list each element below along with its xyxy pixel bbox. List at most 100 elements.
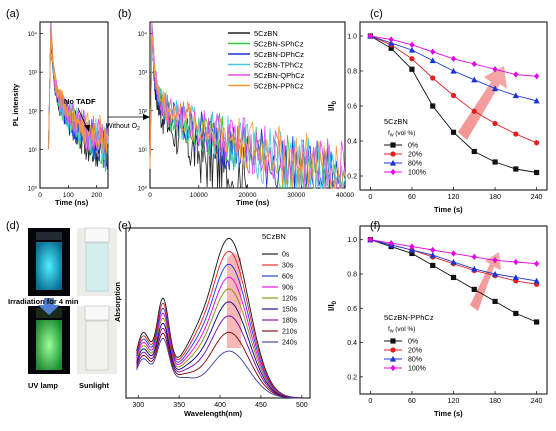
panel-c-legend-title: 5CzBN bbox=[384, 117, 408, 126]
panel-c-frame bbox=[359, 21, 548, 191]
panel-c-marker bbox=[492, 120, 498, 127]
panel-f-legend-label: 100% bbox=[408, 366, 426, 373]
panel-c-xlabel: Time (s) bbox=[434, 205, 463, 214]
panel-c-marker bbox=[388, 39, 395, 46]
panel-a-xtick-label: 200 bbox=[91, 192, 102, 199]
irradiation-arrow-head bbox=[38, 305, 60, 315]
panel-c-legend-marker bbox=[390, 168, 396, 176]
panel-c-trend-arrow bbox=[458, 66, 507, 140]
panel-c-marker bbox=[513, 71, 519, 78]
panel-e-chart: 300 350 400 450 500 5CzBN 0s 30s 60s 90s 120s 150s… bbox=[113, 227, 311, 418]
panel-b-series-line bbox=[149, 35, 346, 189]
panel-c-marker bbox=[430, 75, 436, 81]
panel-label-e: (e) bbox=[118, 220, 131, 232]
irradiation-arrow-shaft bbox=[44, 298, 54, 306]
panel-a-ytick-label: 10¹ bbox=[28, 148, 37, 154]
panel-c-marker bbox=[450, 55, 457, 62]
panel-c-marker bbox=[388, 36, 394, 43]
panel-e-legend-label: 60s bbox=[282, 274, 294, 281]
panel-c-marker bbox=[534, 73, 540, 80]
panel-c-legend-label: 80% bbox=[408, 161, 422, 168]
panel-f-marker bbox=[408, 246, 416, 253]
panel-c-legend-label: 0% bbox=[408, 143, 418, 150]
panel-b-xtick-label: 30000 bbox=[287, 192, 305, 199]
panel-f-marker bbox=[450, 274, 457, 281]
panel-f-chart: 0.2 0.4 0.6 0.8 1.0 0 60 120 180 240 5CzBN-PPhCz… bbox=[327, 225, 548, 418]
panel-f-marker bbox=[450, 250, 457, 257]
panel-f-legend-marker bbox=[390, 364, 396, 372]
panel-e-xtick-label: 400 bbox=[214, 402, 226, 409]
panel-f-marker bbox=[471, 286, 477, 293]
panel-c-ytick-label: 0.8 bbox=[347, 69, 357, 76]
panel-e-xtick-label: 450 bbox=[255, 402, 267, 409]
panel-e-legend-label: 180s bbox=[282, 318, 298, 325]
panel-f-marker bbox=[429, 252, 436, 258]
panel-f-marker bbox=[512, 274, 519, 281]
panel-e-spectrum-line bbox=[136, 237, 301, 399]
panel-e-spectrum-line bbox=[136, 301, 301, 399]
panel-e-xlabel: Wavelength(nm) bbox=[184, 409, 243, 418]
panel-f-xtick-label: 180 bbox=[489, 398, 501, 405]
panel-f-marker bbox=[430, 262, 436, 269]
panel-b-legend-label: 5CzBN-TPhCz bbox=[254, 61, 303, 70]
panel-f-marker bbox=[450, 258, 457, 265]
panel-c-marker bbox=[491, 85, 499, 92]
panel-f-ytick-label: 0.6 bbox=[347, 306, 357, 313]
panel-e-spectrum-line bbox=[136, 337, 301, 399]
panel-c-xtick-label: 60 bbox=[408, 194, 416, 201]
sunlight-vial-cap bbox=[84, 227, 110, 243]
panel-f-ytick-label: 0.4 bbox=[347, 340, 357, 347]
panel-e-spectrum-line bbox=[136, 276, 302, 399]
panel-c-marker bbox=[409, 66, 415, 72]
panel-a-annotation: No TADF bbox=[64, 97, 96, 106]
sunlight-vial-solution-before bbox=[85, 242, 109, 292]
panel-label-a: (a) bbox=[6, 8, 19, 20]
panel-e-legend-label: 240s bbox=[282, 340, 298, 347]
panel-f-marker bbox=[430, 246, 436, 254]
panel-f-marker bbox=[471, 265, 478, 272]
panel-f-marker bbox=[367, 236, 373, 243]
panel-c-marker bbox=[533, 97, 540, 104]
panel-c-legend-marker bbox=[389, 159, 397, 166]
panel-c-marker bbox=[409, 56, 415, 62]
panel-e-xtick-label: 500 bbox=[296, 402, 308, 409]
panel-c-marker bbox=[513, 131, 519, 137]
panel-a-chart: 10⁰ 10¹ 10² 10³ 10⁴ 0 100 200 Time (ns) PL int… bbox=[11, 21, 109, 207]
panel-c-marker bbox=[450, 92, 457, 99]
panel-b-legend-label: 5CzBN-SPhCz bbox=[254, 40, 304, 49]
panel-e-spectrum-line bbox=[136, 250, 301, 399]
panel-f-ytick-label: 0.2 bbox=[347, 374, 357, 381]
panel-c-legend-marker bbox=[390, 151, 396, 157]
sunlight-label: Sunlight bbox=[79, 381, 109, 390]
panel-c-marker bbox=[430, 48, 436, 55]
panel-e-highlight-bar bbox=[227, 258, 241, 348]
panel-label-b: (b) bbox=[118, 8, 131, 20]
uv-vial-cap bbox=[36, 232, 62, 240]
panel-b-xtick-label: 10000 bbox=[190, 192, 208, 199]
panel-c-marker bbox=[430, 103, 436, 109]
panel-c-marker bbox=[512, 92, 519, 99]
irradiation-label: Irradiation for 4 min bbox=[8, 297, 79, 306]
panel-f-xlabel: Time (s) bbox=[434, 409, 463, 418]
panel-e-ylabel: Absorption bbox=[113, 282, 122, 322]
panel-a-xtick-label: 100 bbox=[63, 192, 74, 199]
panel-e-frame bbox=[125, 227, 311, 399]
panel-f-xtick-label: 0 bbox=[368, 398, 372, 405]
panel-b-legend-label: 5CzBN-DPhCz bbox=[254, 50, 304, 59]
panel-f-marker bbox=[388, 240, 394, 247]
annotation-arrow-line bbox=[77, 107, 88, 129]
panel-c-legend-header: fw (vol %) bbox=[388, 130, 415, 139]
panel-f-marker bbox=[492, 257, 498, 264]
panel-c-legend-label: 100% bbox=[408, 170, 426, 177]
panel-f-ylabel: I/I0 bbox=[327, 300, 338, 311]
panel-c-xtick-label: 240 bbox=[531, 194, 543, 201]
panel-c-ytick-label: 0.2 bbox=[347, 174, 357, 181]
panel-d-photos: Irradiation for 4 min UV lamp Sunlight bbox=[8, 227, 117, 390]
panel-f-marker bbox=[533, 277, 540, 284]
panel-c-xtick-label: 0 bbox=[368, 194, 372, 201]
panel-f-marker bbox=[534, 260, 540, 267]
panel-c-marker bbox=[429, 57, 436, 64]
panel-b-legend-label: 5CzBN-PPhCz bbox=[254, 82, 304, 91]
panel-f-trend-arrow bbox=[470, 252, 501, 311]
panel-c-marker bbox=[534, 140, 540, 146]
